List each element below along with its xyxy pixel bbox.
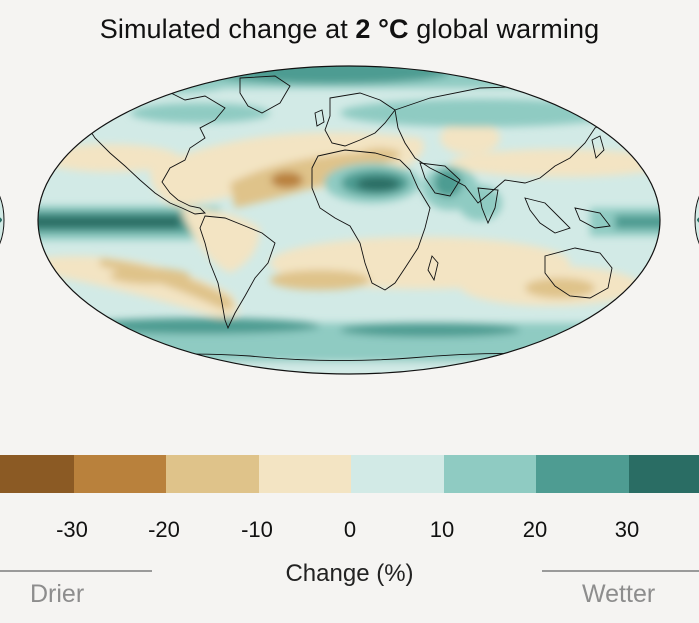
- chart-title: Simulated change at 2 °C global warming: [0, 14, 699, 45]
- colorbar-segment: [166, 455, 259, 493]
- colorbar: [0, 455, 699, 493]
- colorbar-tick: -10: [241, 517, 273, 542]
- colorbar-segment: [444, 455, 536, 493]
- colorbar-axis-label: Change (%): [285, 560, 414, 587]
- colorbar-segment: [629, 455, 699, 493]
- colorbar-segment: [74, 455, 166, 493]
- colorbar-tick: -30: [56, 517, 88, 542]
- colorbar-tick: 0: [343, 517, 357, 542]
- map-fill: [38, 66, 660, 374]
- world-map: [0, 58, 699, 388]
- wetter-label: Wetter: [582, 580, 656, 608]
- wetter-rule: [542, 570, 699, 572]
- title-suffix: global warming: [408, 14, 600, 44]
- colorbar-segment: [536, 455, 629, 493]
- colorbar-tick: 20: [522, 517, 548, 542]
- map-outline: [37, 65, 661, 375]
- drier-rule: [0, 570, 152, 572]
- precipitation-change-map: [0, 65, 699, 375]
- title-prefix: Simulated change at: [99, 14, 356, 44]
- colorbar-tick: 10: [429, 517, 455, 542]
- drier-label: Drier: [30, 580, 85, 608]
- title-bold: 2 °C: [355, 14, 409, 44]
- colorbar-tick: 30: [614, 517, 640, 542]
- colorbar-tick: -20: [148, 517, 180, 542]
- left-panel-band: [0, 217, 2, 223]
- colorbar-segment: [0, 455, 74, 493]
- colorbar-segment: [351, 455, 444, 493]
- colorbar-segment: [259, 455, 351, 493]
